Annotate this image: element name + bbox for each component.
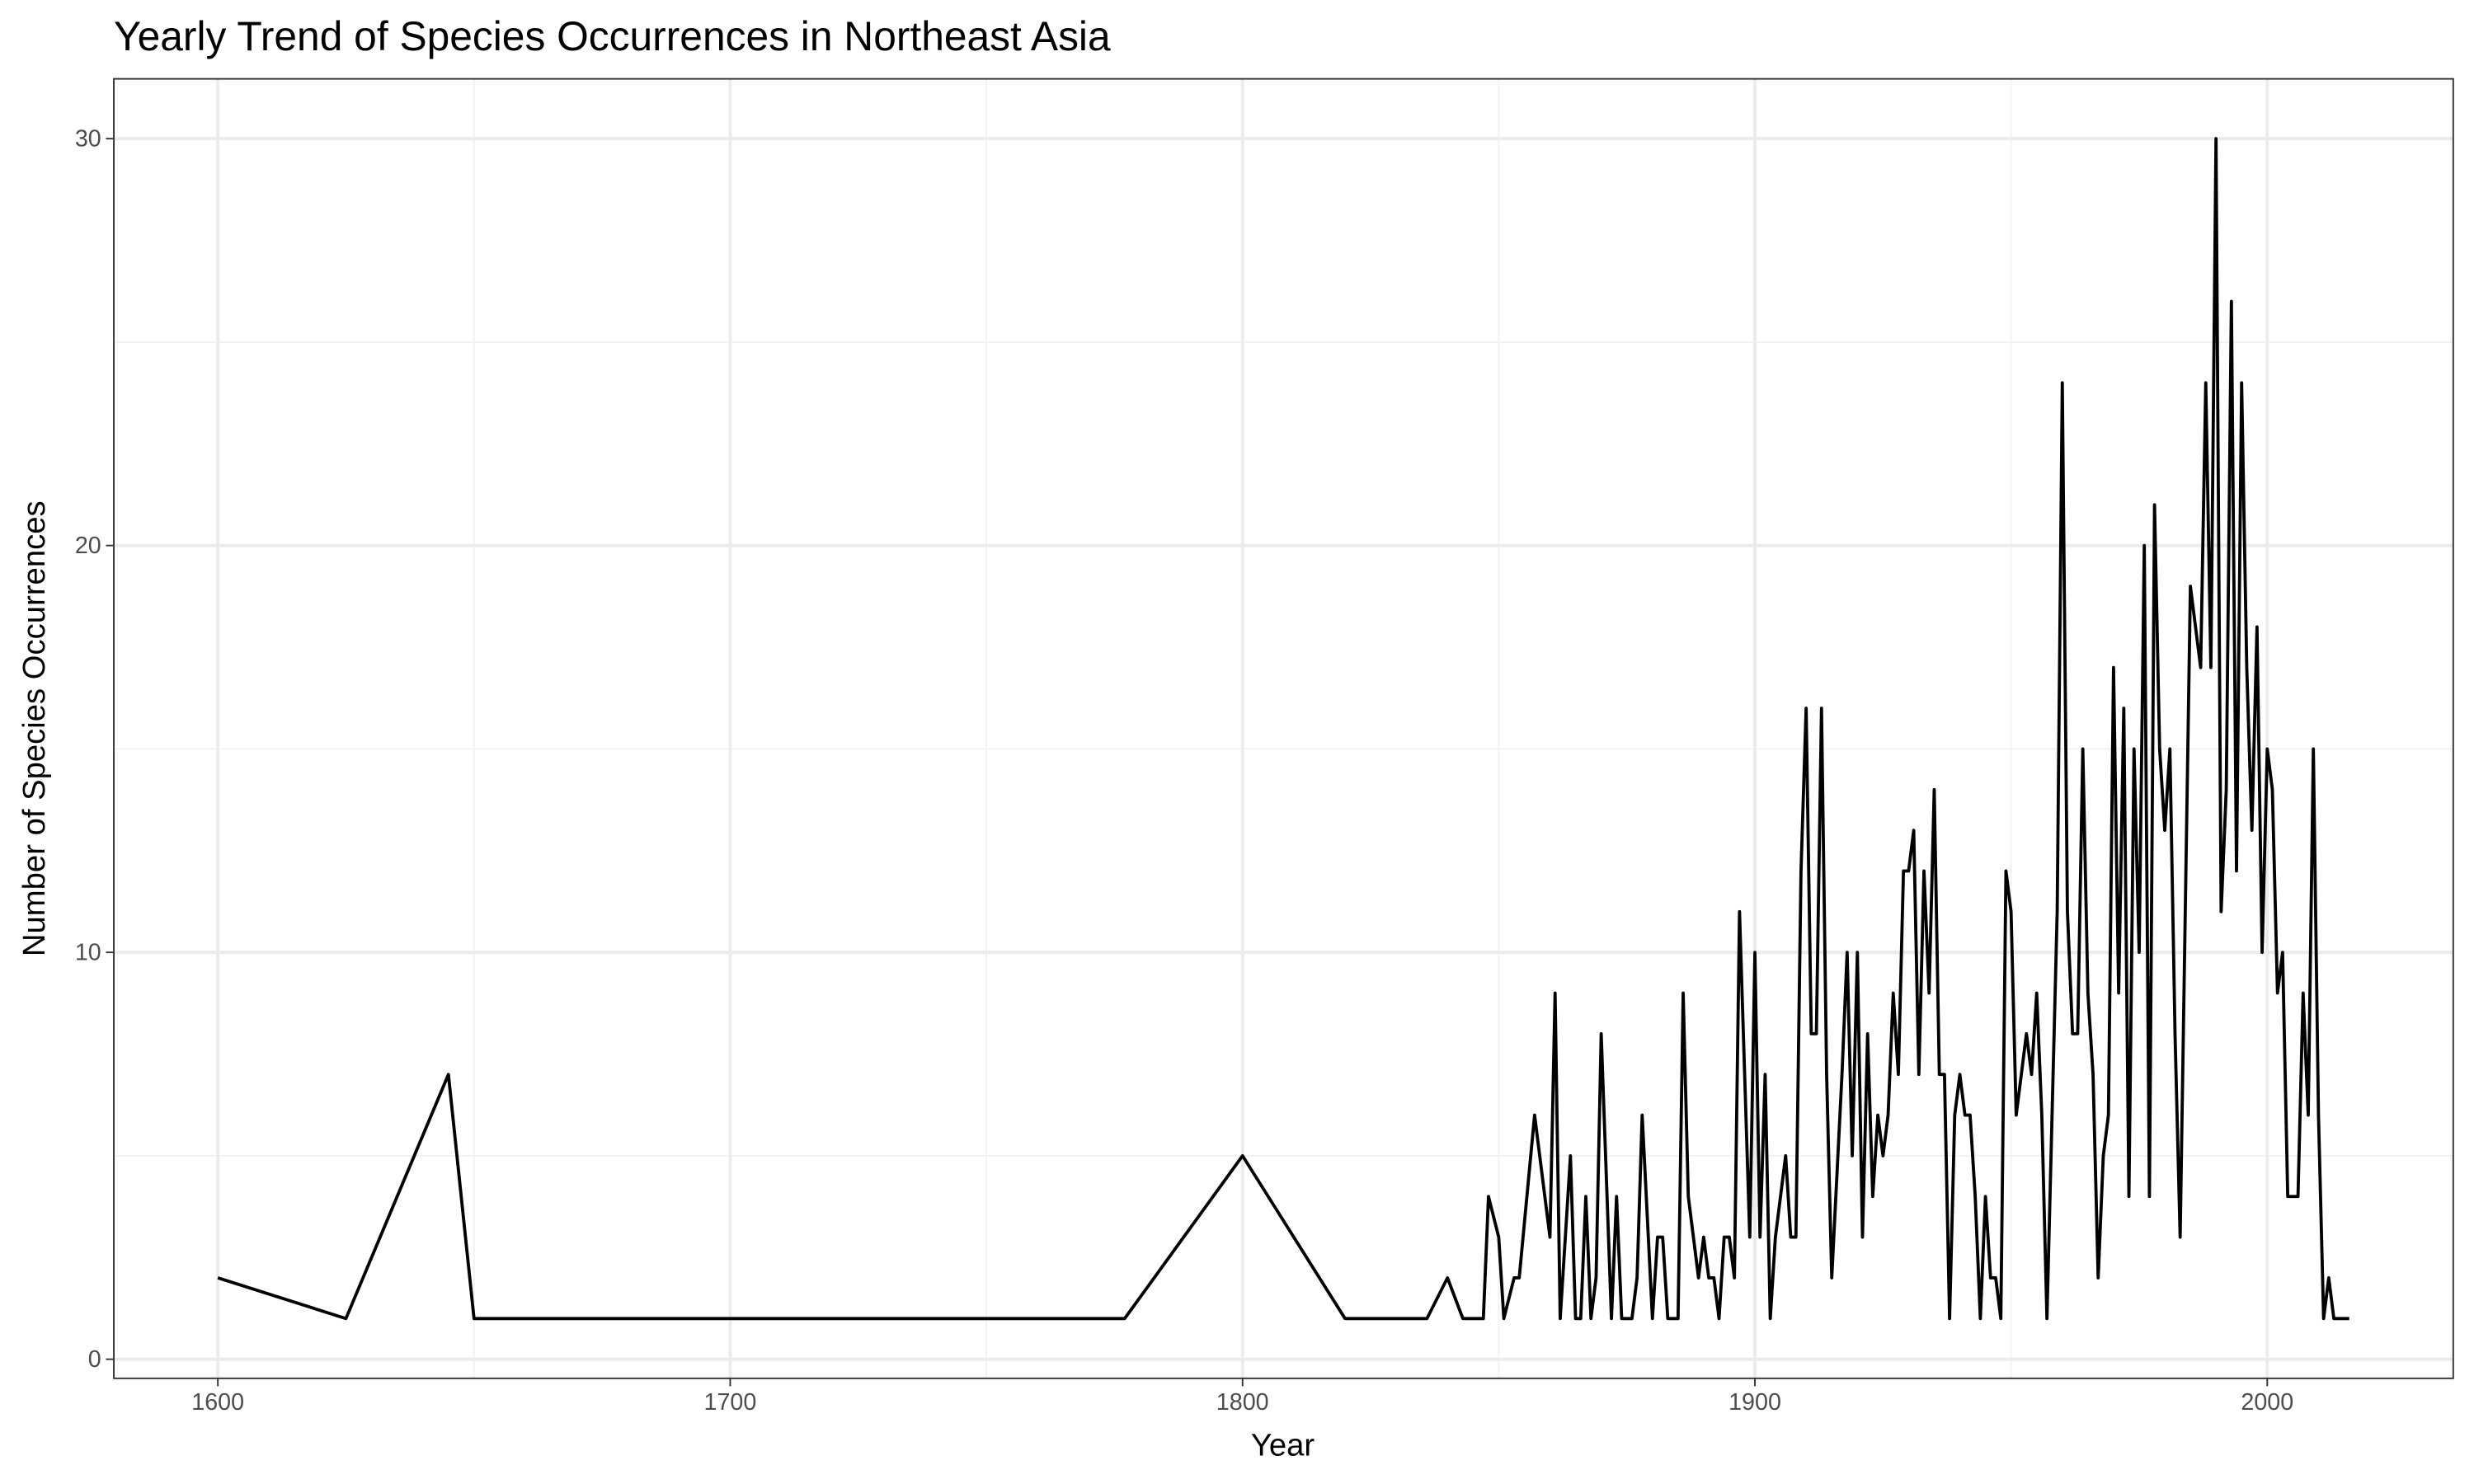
data-line <box>217 137 2349 1321</box>
y-tick-label: 0 <box>88 1346 101 1373</box>
chart-title: Yearly Trend of Species Occurrences in N… <box>114 13 1111 59</box>
y-tick-label: 30 <box>75 126 101 153</box>
y-tick-label: 10 <box>75 940 101 966</box>
plot-border <box>113 77 2454 1379</box>
x-tick-label: 1800 <box>1216 1389 1269 1416</box>
x-tick-label: 1600 <box>191 1389 244 1416</box>
y-axis-title: Number of Species Occurrences <box>16 500 52 956</box>
x-axis-title: Year <box>1251 1428 1315 1463</box>
x-tick-label: 2000 <box>2241 1389 2293 1416</box>
x-tick-label: 1700 <box>704 1389 757 1416</box>
y-tick-label: 20 <box>75 533 101 559</box>
x-tick-label: 1900 <box>1729 1389 1781 1416</box>
